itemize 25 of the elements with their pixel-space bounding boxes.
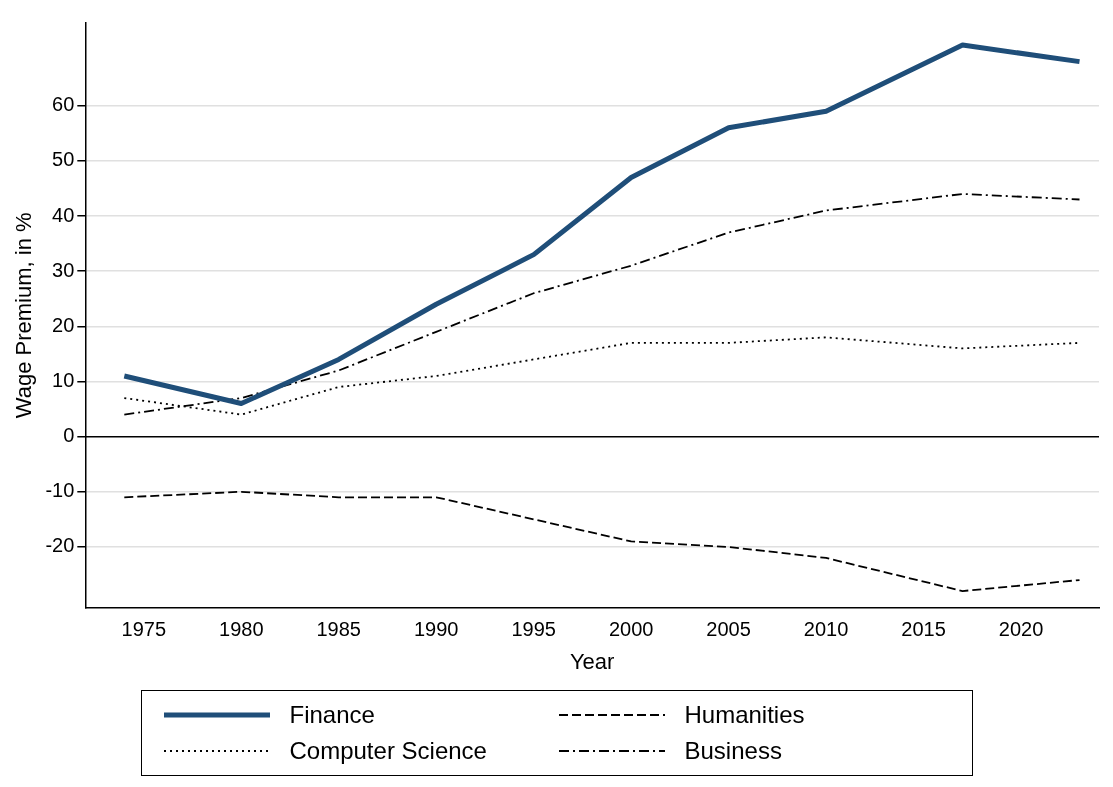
y-tick-label: 10 bbox=[52, 369, 75, 391]
x-tick-label: 1975 bbox=[121, 618, 167, 641]
x-tick-label: 2020 bbox=[998, 618, 1044, 641]
y-axis-title: Wage Premium, in % bbox=[11, 212, 37, 419]
y-tick-label: -10 bbox=[45, 479, 75, 502]
x-tick-label: 1980 bbox=[219, 618, 264, 641]
y-tick-label: 20 bbox=[52, 313, 75, 336]
x-axis-title: Year bbox=[569, 648, 615, 674]
y-tick-label: 40 bbox=[52, 203, 75, 226]
y-tick-label: 30 bbox=[52, 258, 75, 281]
x-tick-label: 1990 bbox=[413, 618, 459, 641]
x-tick-label: 2015 bbox=[901, 618, 946, 641]
y-tick-label: 60 bbox=[52, 93, 75, 116]
x-tick-label: 2010 bbox=[803, 618, 849, 641]
x-tick-label: 1995 bbox=[511, 618, 556, 641]
legend-label: Humanities bbox=[684, 701, 805, 729]
legend-label: Finance bbox=[289, 701, 375, 729]
x-tick-label: 2005 bbox=[706, 618, 751, 641]
x-tick-label: 2000 bbox=[608, 618, 654, 641]
legend-label: Computer Science bbox=[289, 737, 487, 765]
legend-label: Business bbox=[684, 737, 782, 765]
y-tick-label: -20 bbox=[45, 534, 75, 557]
y-tick-label: 0 bbox=[63, 424, 75, 447]
y-tick-label: 50 bbox=[52, 148, 75, 171]
x-tick-label: 1985 bbox=[316, 618, 361, 641]
